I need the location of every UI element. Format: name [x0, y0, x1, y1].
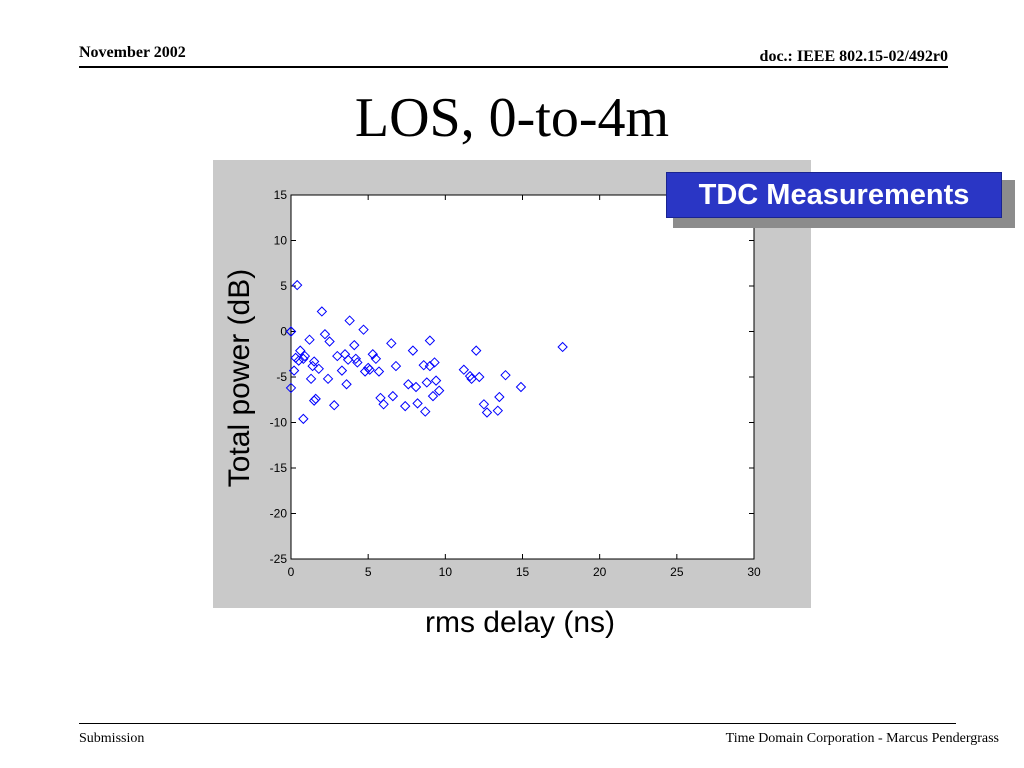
- data-point: [387, 390, 399, 402]
- data-point: [424, 360, 436, 372]
- y-tick-label: -25: [270, 552, 288, 566]
- data-point: [421, 377, 433, 388]
- data-point: [308, 356, 320, 367]
- tdc-measurements-badge: TDC Measurements: [666, 172, 1002, 218]
- data-point: [316, 306, 328, 317]
- y-axis-label: Total power (dB): [223, 268, 256, 488]
- data-point: [500, 369, 511, 381]
- y-tick-label: -20: [270, 507, 288, 521]
- data-point: [412, 398, 423, 409]
- data-point: [386, 338, 397, 349]
- data-point: [478, 399, 490, 410]
- data-point: [359, 366, 371, 377]
- data-point: [288, 365, 300, 376]
- data-point: [430, 375, 442, 386]
- y-tick-label: 0: [280, 325, 287, 339]
- x-tick-label: 10: [439, 565, 453, 579]
- y-tick-label: -15: [270, 461, 288, 475]
- data-point: [349, 339, 360, 351]
- data-point: [367, 349, 379, 360]
- data-point: [298, 413, 309, 425]
- data-point: [515, 381, 527, 393]
- data-point: [285, 326, 297, 337]
- y-tick-label: -10: [270, 416, 288, 430]
- data-point: [293, 355, 304, 366]
- data-point: [474, 371, 485, 383]
- x-tick-label: 0: [288, 565, 295, 579]
- x-tick-label: 30: [747, 565, 761, 579]
- data-point: [352, 357, 363, 368]
- data-point: [407, 345, 419, 356]
- data-point: [410, 381, 422, 393]
- x-tick-label: 5: [365, 565, 372, 579]
- data-point: [458, 364, 470, 375]
- x-tick-label: 15: [516, 565, 530, 579]
- data-point: [378, 399, 389, 410]
- data-point: [420, 406, 431, 417]
- data-point: [492, 405, 504, 416]
- x-tick-label: 20: [593, 565, 607, 579]
- x-tick-label: 25: [670, 565, 684, 579]
- header-rule: [79, 66, 948, 68]
- data-point: [403, 379, 414, 390]
- header-date: November 2002: [79, 44, 186, 61]
- data-point: [433, 385, 445, 396]
- data-point: [336, 365, 348, 376]
- footer-author: Time Domain Corporation - Marcus Penderg…: [725, 731, 999, 746]
- data-point: [470, 345, 482, 356]
- data-point: [481, 407, 493, 418]
- data-point: [424, 335, 436, 346]
- data-point: [291, 279, 303, 291]
- data-point: [358, 324, 369, 335]
- data-point: [418, 359, 429, 371]
- data-point: [429, 357, 440, 368]
- plot-area: [290, 194, 755, 560]
- data-point: [310, 393, 321, 405]
- footer-submission: Submission: [79, 731, 145, 746]
- header-doc-id: doc.: IEEE 802.15-02/492r0: [759, 48, 948, 65]
- data-point: [299, 350, 311, 362]
- data-point: [298, 353, 309, 365]
- data-point: [350, 353, 362, 365]
- data-point: [324, 336, 335, 347]
- y-tick-label: 5: [280, 279, 287, 293]
- data-point: [305, 373, 317, 385]
- data-point: [344, 315, 355, 326]
- data-point: [322, 373, 334, 385]
- y-tick-label: 15: [274, 188, 288, 202]
- x-axis-label: rms delay (ns): [424, 606, 616, 639]
- data-point: [390, 360, 402, 372]
- data-point: [399, 400, 411, 412]
- slide-title: LOS, 0-to-4m: [354, 87, 670, 149]
- data-point: [342, 354, 354, 365]
- data-point: [329, 400, 340, 411]
- data-point: [464, 370, 476, 382]
- data-point: [370, 353, 382, 365]
- data-point: [494, 391, 505, 403]
- data-point: [364, 364, 375, 375]
- scatter-chart: 0 5 10 15 20 25 30 15 10 5 0 -5 -10 -15 -20 -25: [270, 188, 761, 579]
- data-point: [373, 366, 385, 377]
- data-point: [285, 382, 297, 394]
- y-tick-label: -5: [276, 370, 287, 384]
- data-point: [427, 390, 439, 402]
- data-point: [304, 334, 315, 345]
- data-point: [341, 379, 352, 390]
- data-point: [295, 345, 306, 356]
- footer-rule: [79, 723, 956, 724]
- data-point: [319, 329, 331, 340]
- data-point: [557, 341, 568, 353]
- y-tick-label: 10: [274, 234, 288, 248]
- data-point: [313, 363, 324, 375]
